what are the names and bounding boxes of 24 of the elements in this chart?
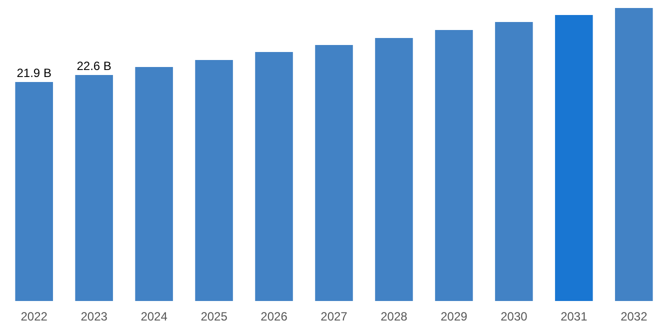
x-tick-label: 2031 <box>560 310 588 324</box>
bar <box>255 52 293 301</box>
x-tick-label: 2028 <box>380 310 408 324</box>
bar <box>15 82 53 301</box>
bar <box>195 60 233 301</box>
x-tick-label: 2030 <box>500 310 528 324</box>
bar <box>615 8 653 301</box>
bar <box>315 45 353 301</box>
bar <box>495 22 533 301</box>
x-tick-label: 2022 <box>20 310 48 324</box>
x-tick-label: 2029 <box>440 310 468 324</box>
bar <box>75 75 113 301</box>
data-label: 21.9 B <box>16 66 52 80</box>
bar <box>555 15 593 301</box>
x-tick-label: 2026 <box>260 310 288 324</box>
x-tick-label: 2027 <box>320 310 348 324</box>
x-tick-label: 2032 <box>620 310 648 324</box>
x-tick-label: 2025 <box>200 310 228 324</box>
bar <box>435 30 473 301</box>
x-tick-label: 2023 <box>80 310 108 324</box>
data-label: 22.6 B <box>76 59 112 73</box>
x-tick-label: 2024 <box>140 310 168 324</box>
bar <box>135 67 173 301</box>
bar <box>375 38 413 301</box>
